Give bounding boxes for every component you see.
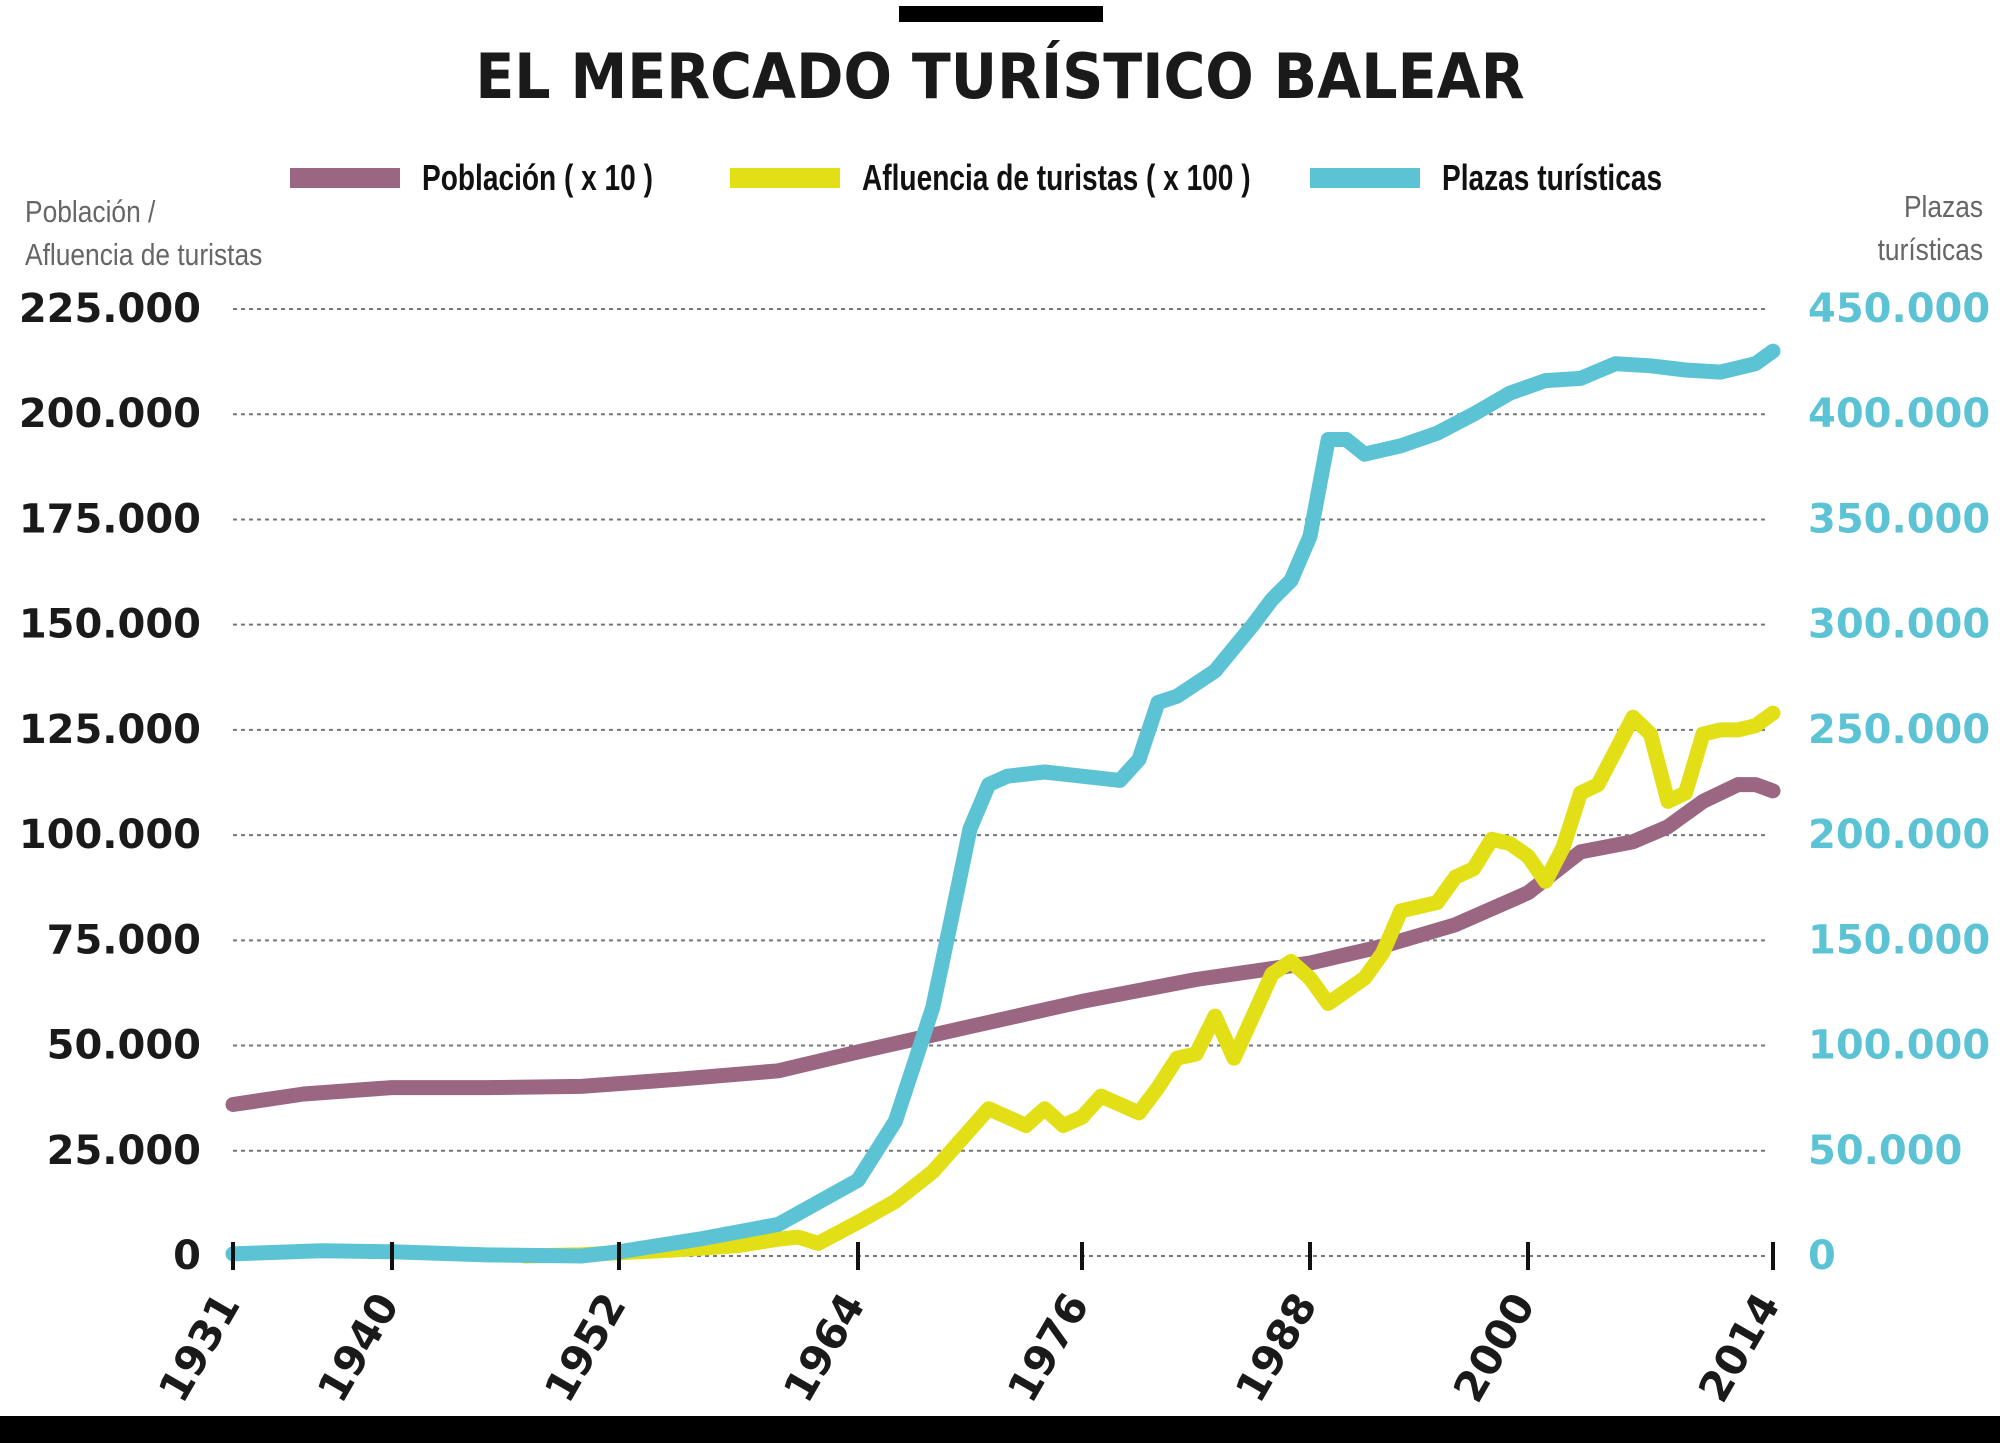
y-tick-label-right: 450.000 [1808, 286, 1990, 332]
x-tick-label: 1988 [1226, 1285, 1327, 1411]
legend-label: Población ( x 10 ) [422, 156, 653, 198]
legend-item-poblacion: Población ( x 10 ) [290, 155, 718, 200]
x-tick-label: 2000 [1444, 1285, 1545, 1411]
x-tick-label: 1940 [308, 1285, 409, 1411]
y-tick-label-right: 400.000 [1808, 391, 1990, 437]
y-tick-label-left: 175.000 [19, 496, 201, 542]
y-tick-label-right: 150.000 [1808, 917, 1990, 963]
legend-label: Plazas turísticas [1442, 156, 1663, 198]
x-tick-label: 1976 [998, 1285, 1099, 1411]
y-tick-label-right: 100.000 [1808, 1023, 1990, 1069]
legend-swatch-poblacion [290, 167, 400, 188]
series-line-plazas [225, 343, 1781, 1264]
legend: Población ( x 10 ) Afluencia de turistas… [0, 155, 2000, 200]
series-line-afluencia [516, 705, 1781, 1264]
y-tick-label-left: 75.000 [47, 917, 201, 963]
y-tick-label-left: 200.000 [19, 391, 201, 437]
y-tick-label-right: 300.000 [1808, 602, 1990, 648]
y-tick-label-left: 225.000 [19, 286, 201, 332]
y-tick-label-right: 50.000 [1808, 1128, 1962, 1174]
y-tick-label-left: 0 [173, 1233, 201, 1279]
y-axis-label-left: Población / Afluencia de turistas [25, 194, 263, 272]
y-axis-label-right: Plazas turísticas [1877, 189, 1983, 267]
legend-swatch-afluencia [730, 167, 840, 188]
series-line-poblacion [225, 777, 1781, 1112]
y-tick-label-left: 25.000 [47, 1128, 201, 1174]
x-tick-label: 2014 [1689, 1285, 1790, 1411]
y-tick-label-right: 250.000 [1808, 707, 1990, 753]
legend-item-plazas: Plazas turísticas [1310, 155, 1724, 200]
legend-swatch-plazas [1310, 167, 1420, 188]
y-tick-label-left: 50.000 [47, 1023, 201, 1069]
y-tick-label-left: 125.000 [19, 707, 201, 753]
y-tick-label-left: 100.000 [19, 812, 201, 858]
x-tick-label: 1964 [774, 1285, 875, 1411]
y-tick-label-right: 350.000 [1808, 496, 1990, 542]
chart-title: EL MERCADO TURÍSTICO BALEAR [475, 40, 1525, 113]
x-tick-label: 1952 [535, 1285, 636, 1411]
legend-item-afluencia: Afluencia de turistas ( x 100 ) [730, 155, 1360, 200]
x-tick-label: 1931 [149, 1285, 250, 1411]
legend-label: Afluencia de turistas ( x 100 ) [862, 156, 1251, 198]
title-accent-bar [899, 6, 1103, 22]
bottom-bar [0, 1416, 2000, 1443]
y-tick-label-right: 0 [1808, 1233, 1836, 1279]
y-tick-label-right: 200.000 [1808, 812, 1990, 858]
y-tick-label-left: 150.000 [19, 602, 201, 648]
